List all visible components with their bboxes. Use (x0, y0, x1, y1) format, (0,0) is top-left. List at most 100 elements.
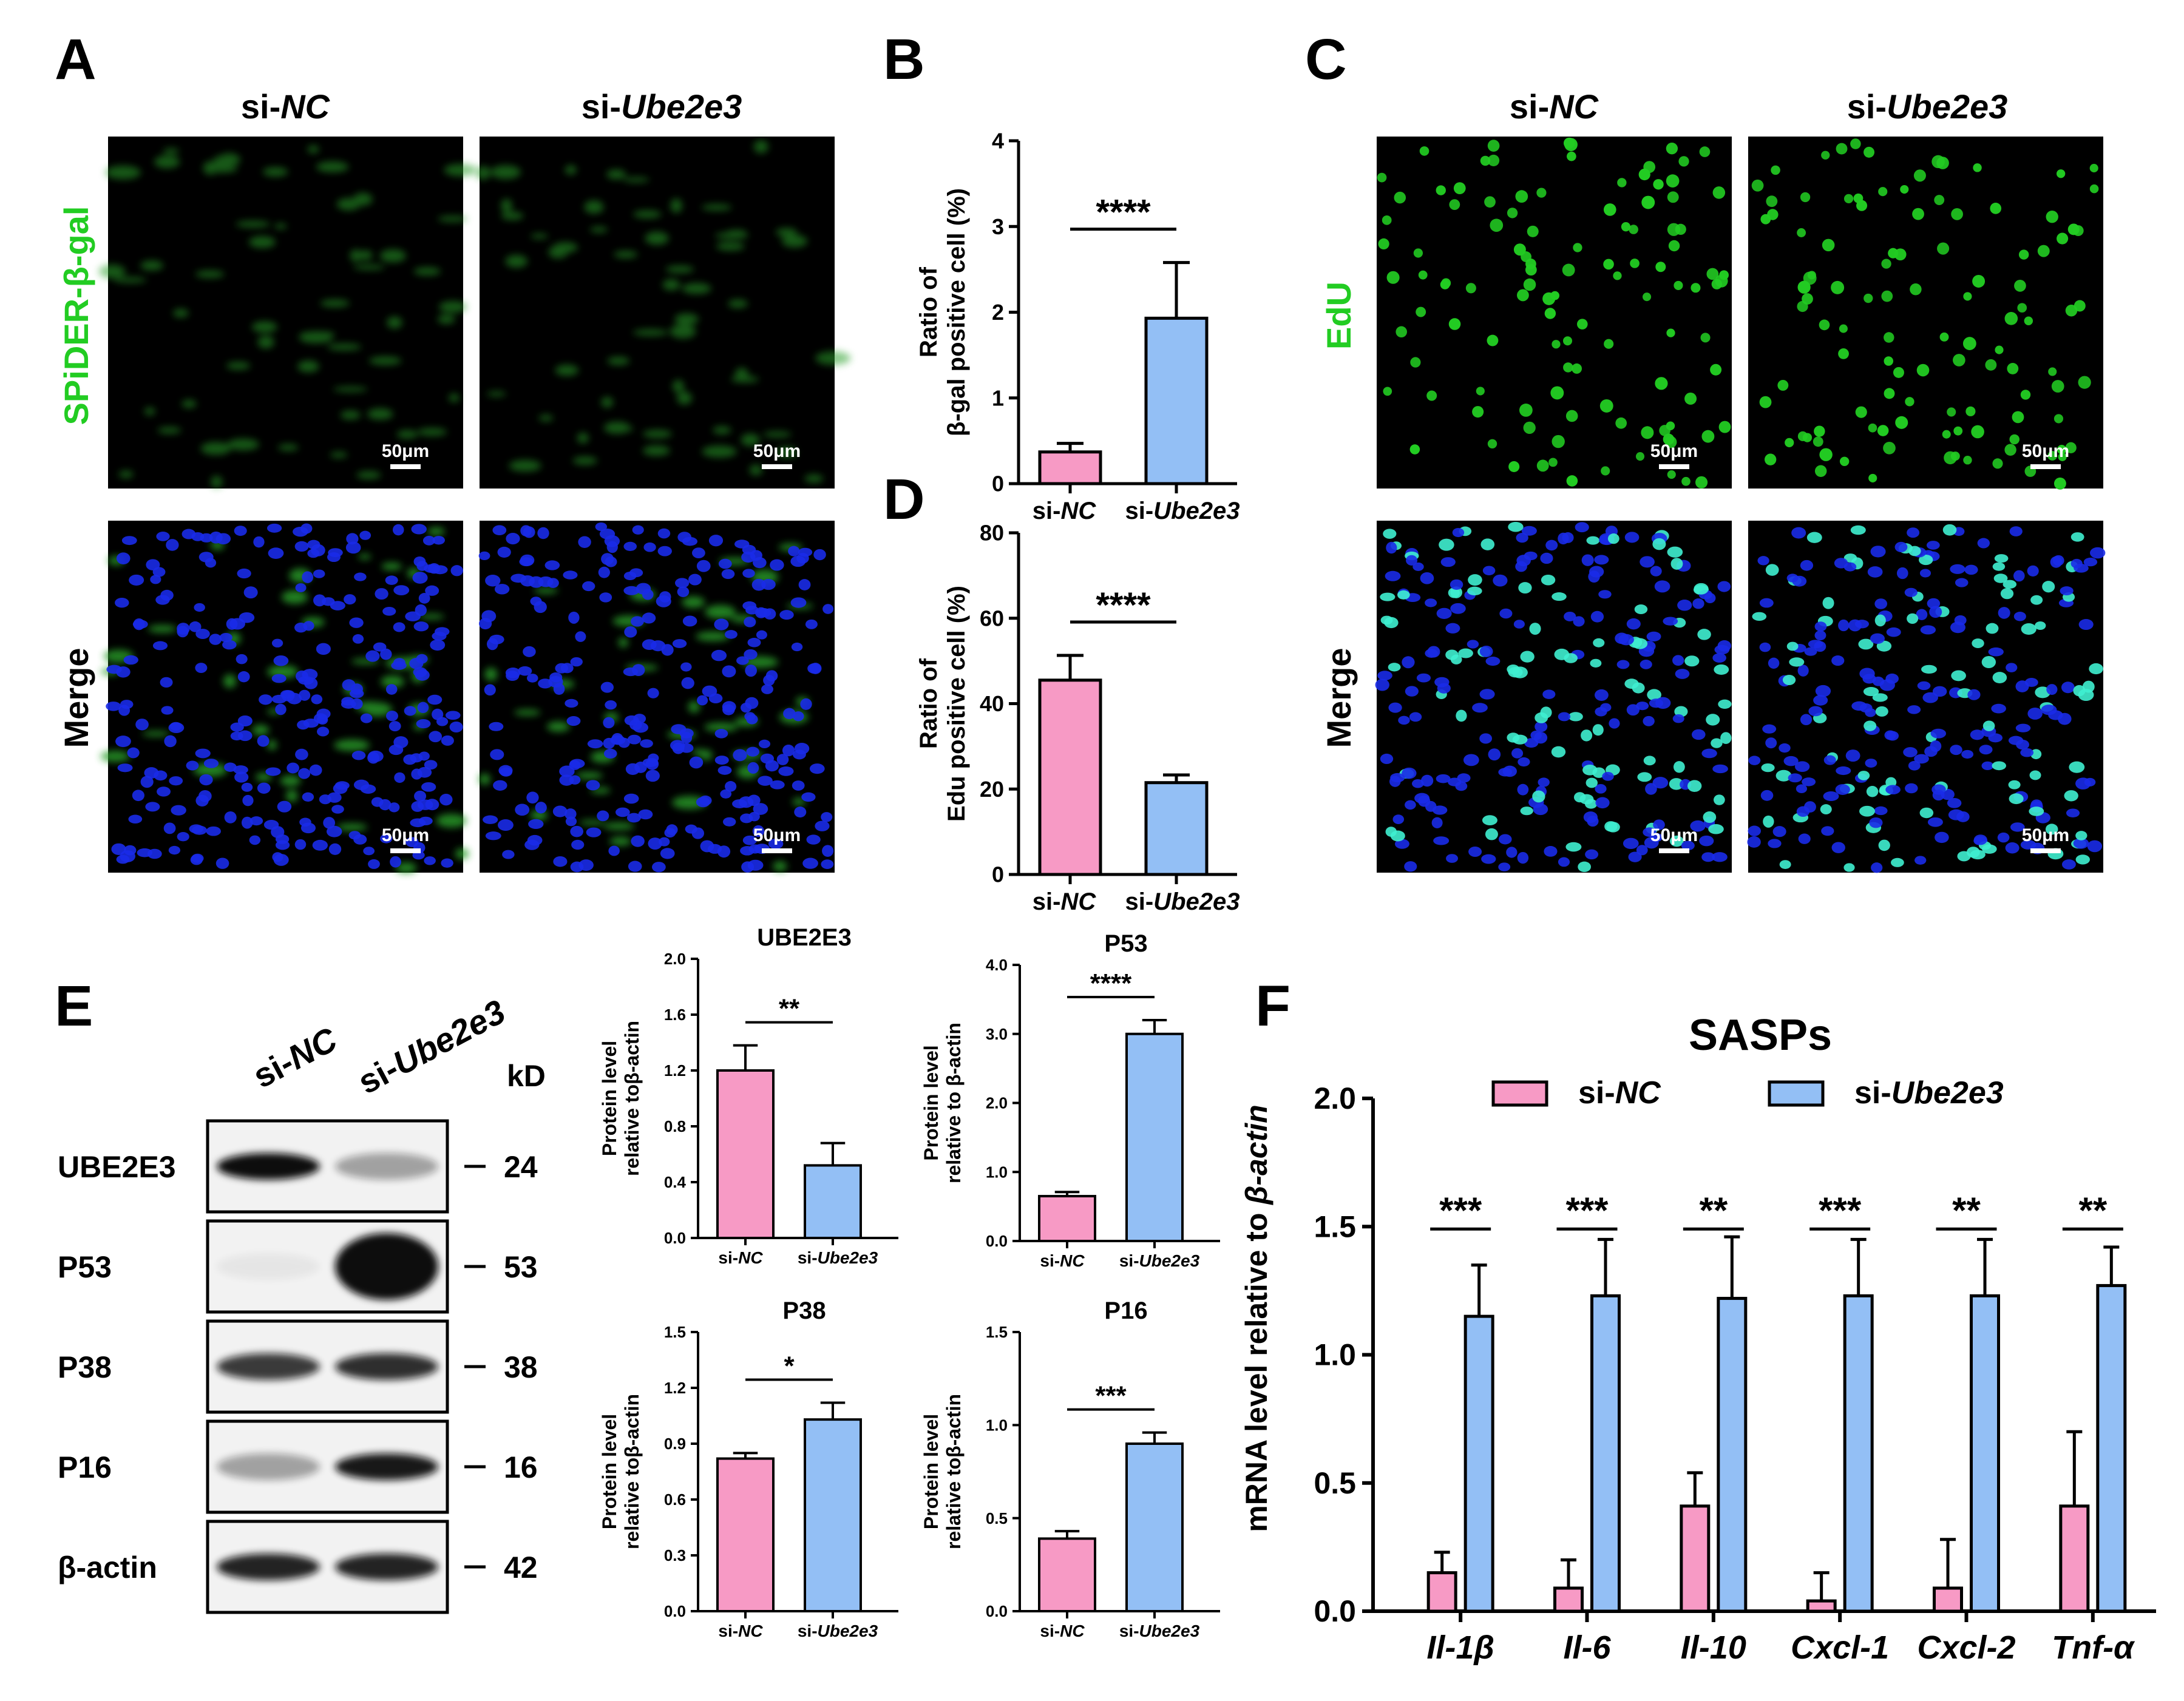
dapi-nucleus (394, 772, 405, 783)
dapi-nucleus (2066, 808, 2080, 817)
y-tick-label: 2.0 (986, 1094, 1008, 1112)
dapi-nucleus (1997, 832, 2010, 843)
dapi-nucleus (367, 752, 379, 764)
dapi-nucleus (385, 684, 398, 695)
panel-c-row-label-edu: EdU (1320, 282, 1358, 350)
dapi-nucleus (518, 666, 532, 676)
dapi-nucleus (569, 759, 585, 769)
dapi-nucleus (790, 597, 807, 608)
edu-nucleus (1604, 339, 1614, 349)
dapi-nucleus (746, 746, 760, 757)
green-cell (534, 587, 558, 593)
dapi-nucleus (1821, 826, 1834, 836)
dapi-nucleus (1747, 836, 1761, 848)
dapi-nucleus (638, 809, 653, 820)
dapi-nucleus (379, 799, 392, 811)
dapi-nucleus (631, 835, 645, 847)
green-cell (509, 460, 541, 472)
dapi-nucleus (393, 585, 410, 595)
blot-band (335, 1554, 438, 1580)
bar (1717, 1297, 1748, 1613)
edu-nucleus (1647, 689, 1661, 701)
edu-nucleus (1893, 367, 1904, 378)
dapi-nucleus (1950, 564, 1965, 574)
green-cell (439, 301, 467, 313)
chart-title: P38 (782, 1297, 826, 1324)
dapi-nucleus (492, 525, 507, 536)
dapi-nucleus (566, 715, 581, 726)
edu-nucleus (1779, 860, 1791, 869)
dapi-nucleus (268, 547, 284, 559)
y-tick-label: 1.6 (664, 1006, 686, 1024)
edu-nucleus (1972, 274, 1986, 288)
dapi-nucleus (547, 578, 559, 588)
dapi-nucleus (222, 640, 237, 650)
dapi-nucleus (323, 817, 336, 829)
protein-label: P16 (58, 1450, 112, 1484)
blot-band (335, 1233, 438, 1300)
edu-nucleus (1572, 363, 1582, 374)
edu-nucleus (1413, 248, 1423, 258)
dapi-nucleus (215, 533, 231, 545)
edu-nucleus (2073, 685, 2086, 697)
green-cell (735, 368, 748, 379)
dapi-nucleus (152, 641, 168, 651)
edu-nucleus (2075, 854, 2090, 865)
dapi-nucleus (2010, 822, 2025, 832)
dapi-nucleus (137, 848, 153, 857)
dapi-nucleus (515, 803, 530, 816)
dapi-nucleus (189, 824, 204, 834)
green-cell (530, 234, 549, 239)
dapi-nucleus (524, 839, 540, 850)
edu-nucleus (1857, 771, 1870, 780)
dapi-nucleus (294, 839, 307, 850)
green-cell (227, 438, 259, 451)
green-cell (603, 421, 631, 434)
edu-nucleus (1884, 388, 1895, 399)
dapi-nucleus (353, 834, 367, 845)
edu-nucleus (1515, 190, 1528, 203)
x-tick-label: Tnf-α (2052, 1629, 2135, 1666)
dapi-nucleus (490, 749, 504, 760)
edu-nucleus (1566, 475, 1578, 487)
dapi-nucleus (489, 722, 504, 731)
edu-nucleus (1525, 259, 1536, 269)
green-cell (418, 614, 445, 620)
dapi-nucleus (416, 719, 431, 729)
dapi-nucleus (341, 697, 354, 706)
panel-d-letter: D (883, 467, 925, 532)
green-cell (358, 553, 371, 560)
dapi-nucleus (2083, 557, 2098, 567)
dapi-nucleus (1979, 745, 1993, 755)
y-tick-label: 0.0 (1314, 1594, 1356, 1628)
edu-nucleus (1520, 651, 1535, 663)
dapi-nucleus (129, 574, 144, 586)
dapi-nucleus (1961, 749, 1974, 759)
dapi-nucleus (1865, 708, 1876, 717)
edu-nucleus (2067, 223, 2080, 235)
dapi-nucleus (714, 729, 728, 739)
dapi-nucleus (1402, 767, 1417, 779)
green-cell (642, 430, 673, 438)
dapi-nucleus (190, 854, 203, 865)
dapi-nucleus (425, 585, 439, 596)
green-cell (609, 837, 632, 846)
dapi-nucleus (1813, 695, 1828, 706)
green-cell (395, 862, 417, 873)
green-cell (716, 242, 745, 251)
edu-nucleus (1701, 430, 1715, 443)
dapi-nucleus (345, 541, 361, 554)
blot-band (217, 1353, 320, 1380)
dapi-nucleus (1835, 784, 1850, 795)
dapi-nucleus (1792, 575, 1807, 587)
dapi-nucleus (748, 811, 760, 822)
dapi-nucleus (794, 807, 807, 818)
dapi-nucleus (645, 758, 659, 770)
dapi-nucleus (405, 837, 419, 848)
green-cell (413, 267, 441, 276)
edu-nucleus (1714, 664, 1729, 675)
edu-nucleus (1985, 359, 1997, 371)
green-cell (274, 223, 287, 229)
x-tick-label: Il-10 (1681, 1629, 1746, 1666)
c-sinc-merge-cells (1375, 522, 1732, 873)
